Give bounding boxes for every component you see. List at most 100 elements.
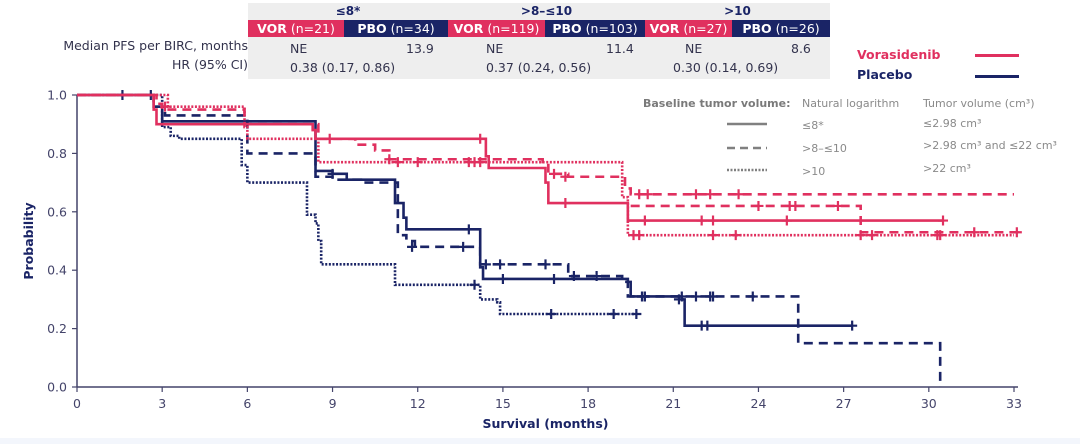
censor-mark	[1011, 227, 1022, 238]
legend-vorasidenib: Vorasidenib	[857, 47, 941, 62]
km-curve-vorasidenib-dashed	[77, 93, 1014, 196]
pbo-arm-label: PBO (n=26)	[732, 20, 830, 37]
censor-mark	[702, 320, 713, 331]
censor-mark	[497, 273, 508, 284]
km-curve-vorasidenib-dotted	[77, 93, 1014, 237]
x-tick-label: 33	[1006, 396, 1022, 411]
x-tick-label: 12	[410, 396, 426, 411]
pbo-median: 8.6	[791, 41, 811, 56]
x-tick-label: 24	[751, 396, 767, 411]
x-axis-title: Survival (months)	[483, 416, 609, 431]
censor-mark	[676, 291, 687, 302]
censor-mark	[634, 230, 645, 241]
hazard-ratio: 0.38 (0.17, 0.86)	[290, 60, 396, 75]
censor-mark	[832, 200, 843, 211]
censor-mark	[546, 309, 557, 319]
censor-mark	[753, 200, 764, 211]
volume-legend-row-volume: >22 cm³	[923, 162, 971, 175]
x-tick-label: 27	[836, 396, 852, 411]
censor-mark	[705, 189, 716, 200]
y-tick-label: 0.2	[47, 321, 67, 336]
censor-mark	[708, 291, 719, 302]
censor-mark	[560, 198, 571, 209]
censor-mark	[847, 320, 858, 331]
vor-arm-label: VOR (n=119)	[448, 20, 545, 37]
censor-mark	[708, 215, 719, 226]
censor-mark	[608, 309, 619, 319]
km-curve-vorasidenib-solid	[77, 93, 944, 222]
x-tick-label: 6	[243, 396, 251, 411]
censor-mark	[708, 230, 719, 241]
y-axis-title: Probability	[21, 202, 36, 279]
censor-mark	[642, 189, 653, 200]
group-header: >8–≤10	[520, 4, 573, 18]
km-curve-placebo-solid	[77, 93, 853, 327]
censor-mark	[634, 189, 645, 200]
group-header: ≤8*	[335, 4, 361, 18]
vor-median: NE	[486, 41, 504, 56]
volume-legend: Baseline tumor volume: Natural logarithm…	[643, 97, 1057, 178]
group-gt10: >10 VOR (n=27) PBO (n=26) NE 8.6 0.30 (0…	[645, 3, 830, 79]
censor-mark	[475, 157, 486, 168]
volume-legend-row-volume: ≤2.98 cm³	[923, 117, 981, 130]
volume-legend-col2: Tumor volume (cm³)	[922, 97, 1035, 110]
censor-mark	[631, 309, 642, 319]
x-tick-label: 9	[329, 396, 337, 411]
row-label-median-pfs: Median PFS per BIRC, months	[63, 38, 248, 53]
censor-mark	[540, 259, 551, 270]
censor-mark	[458, 241, 469, 252]
legend-placebo-line	[975, 75, 1019, 78]
censor-mark	[463, 224, 474, 235]
volume-legend-title: Baseline tumor volume:	[643, 97, 791, 110]
x-tick-label: 3	[158, 396, 166, 411]
y-tick-label: 0.6	[47, 204, 67, 219]
legend-vorasidenib-line	[975, 54, 1019, 57]
censor-mark	[790, 200, 801, 211]
y-tick-label: 1.0	[47, 88, 67, 103]
volume-legend-row-log: >8–≤10	[802, 142, 847, 155]
censor-mark	[690, 291, 701, 302]
y-tick-label: 0.0	[47, 380, 67, 395]
censor-mark	[407, 241, 418, 252]
y-tick-label: 0.4	[47, 263, 67, 278]
vor-arm-label: VOR (n=21)	[248, 20, 344, 37]
x-tick-label: 21	[665, 396, 681, 411]
series-vorasidenib-dotted	[77, 93, 1014, 241]
censor-mark	[867, 230, 878, 241]
censor-mark	[730, 230, 741, 241]
censor-mark	[549, 168, 560, 179]
vor-median: NE	[290, 41, 308, 56]
summary-table: Median PFS per BIRC, months HR (95% CI) …	[0, 0, 1080, 82]
vor-median: NE	[685, 41, 703, 56]
censor-mark	[747, 291, 758, 302]
hazard-ratio: 0.30 (0.14, 0.69)	[673, 60, 779, 75]
censor-mark	[560, 171, 571, 182]
series-vorasidenib-solid	[77, 93, 949, 226]
group-header: >10	[724, 4, 751, 18]
censor-mark	[475, 133, 486, 144]
censor-mark	[733, 189, 744, 200]
row-label-hr: HR (95% CI)	[172, 57, 248, 72]
pbo-arm-label: PBO (n=34)	[344, 20, 448, 37]
curves	[77, 90, 1022, 387]
censor-mark	[495, 259, 506, 270]
censor-mark	[938, 215, 949, 226]
pbo-median: 13.9	[406, 41, 434, 56]
series-placebo-dotted	[77, 93, 642, 319]
pbo-arm-label: PBO (n=103)	[545, 20, 645, 37]
censor-mark	[855, 230, 866, 241]
censor-mark	[781, 215, 792, 226]
axes: 0 3 6 9 12 15 18 21 24 27 30 33 0.0 0.2 0.4 0.6 0.8 1.0 Su…	[21, 88, 1022, 432]
volume-legend-col1: Natural logarithm	[802, 97, 899, 110]
legend-placebo: Placebo	[857, 67, 913, 82]
censor-mark	[549, 273, 560, 284]
censor-mark	[935, 230, 946, 241]
km-curve-tail-vorasidenib-dashed	[630, 204, 1020, 234]
y-tick-label: 0.8	[47, 146, 67, 161]
volume-legend-row-log: ≤8*	[802, 119, 824, 132]
x-tick-label: 30	[921, 396, 937, 411]
km-curve-placebo-dotted	[77, 93, 640, 316]
x-tick-label: 18	[580, 396, 596, 411]
volume-legend-row-log: >10	[802, 165, 825, 178]
